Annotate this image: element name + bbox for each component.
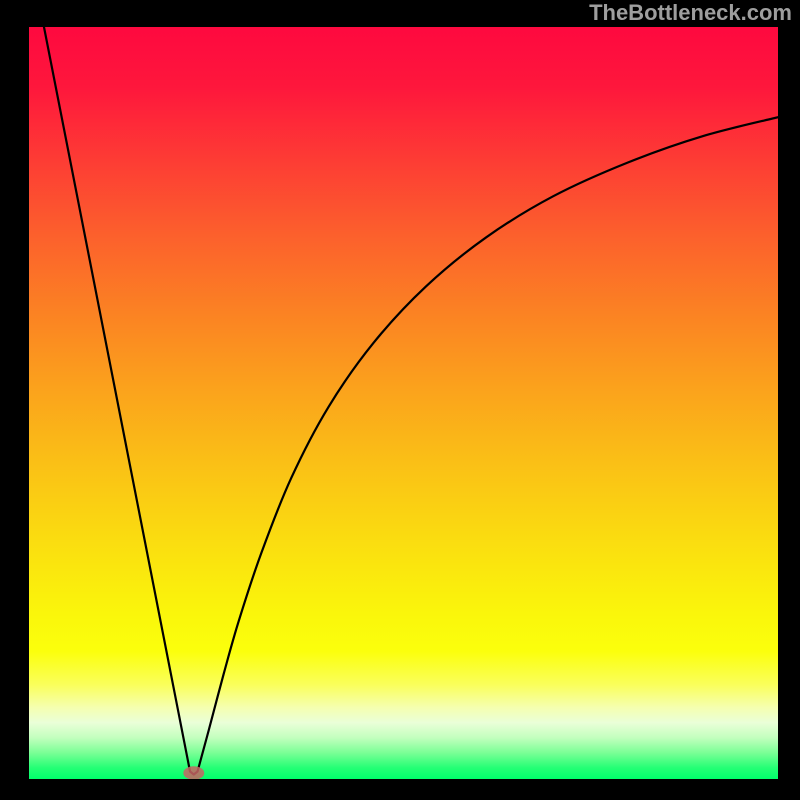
- bottleneck-chart: TheBottleneck.com: [0, 0, 800, 800]
- watermark-text: TheBottleneck.com: [589, 0, 792, 26]
- chart-svg: [29, 27, 778, 779]
- gradient-background: [29, 27, 778, 779]
- plot-area: [29, 27, 778, 779]
